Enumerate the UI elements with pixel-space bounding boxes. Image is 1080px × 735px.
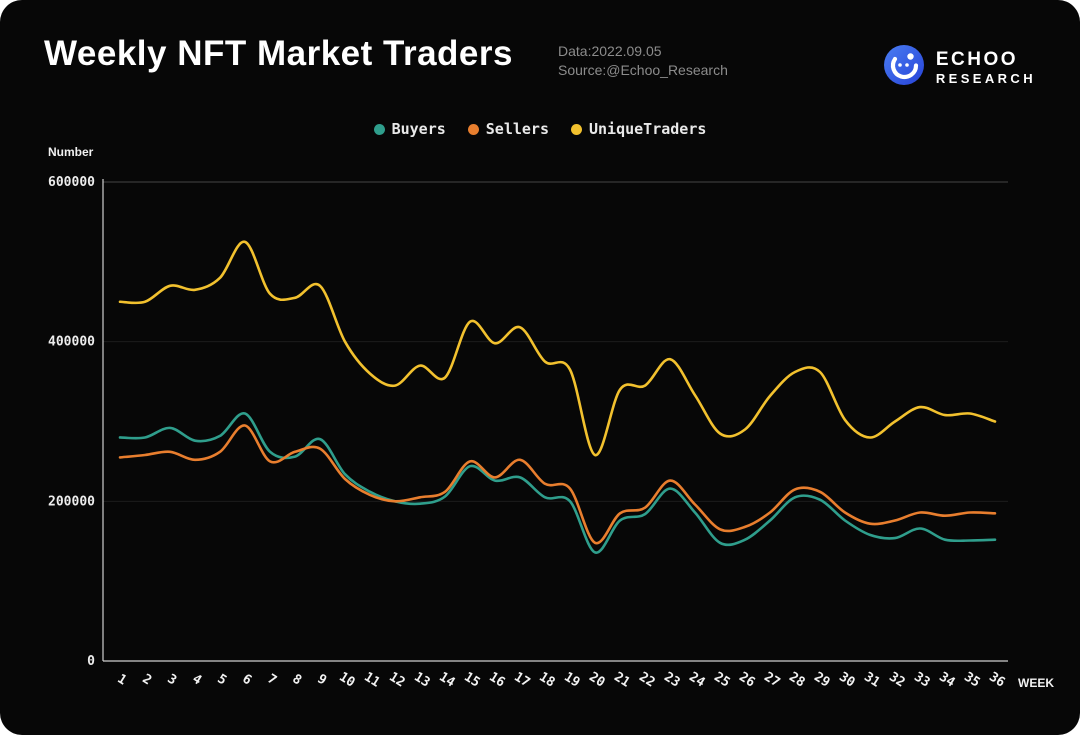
y-tick-label: 400000 — [48, 335, 95, 350]
x-tick-label: 8 — [290, 672, 305, 689]
x-tick-label: 27 — [761, 670, 782, 691]
x-tick-label: 3 — [165, 672, 180, 689]
y-tick-label: 200000 — [48, 494, 95, 509]
data-date: Data:2022.09.05 — [558, 43, 662, 59]
x-tick-label: 23 — [661, 670, 682, 691]
legend-dot — [571, 123, 582, 135]
x-tick-label: 32 — [886, 670, 907, 691]
x-tick-label: 34 — [936, 670, 957, 691]
x-tick-label: 31 — [861, 670, 882, 691]
x-tick-label: 10 — [336, 670, 357, 691]
brand-subname: RESEARCH — [935, 70, 1036, 86]
chart-legend: Buyers Sellers UniqueTraders — [0, 120, 1080, 138]
chart-meta: Data:2022.09.05 Source:@Echoo_Research — [558, 42, 728, 80]
x-tick-label: 25 — [711, 670, 732, 691]
y-tick-label: 600000 — [48, 175, 95, 190]
legend-dot — [467, 123, 479, 135]
legend-item-buyers[interactable]: Buyers — [373, 120, 446, 138]
data-source: Source:@Echoo_Research — [558, 62, 728, 78]
x-tick-label: 26 — [736, 670, 757, 691]
x-tick-label: 9 — [315, 672, 330, 689]
x-tick-label: 36 — [986, 670, 1007, 691]
x-tick-label: 19 — [561, 670, 582, 691]
page-title: Weekly NFT Market Traders — [44, 34, 513, 73]
x-tick-label: 28 — [786, 670, 807, 691]
x-tick-label: 13 — [411, 670, 432, 691]
x-tick-label: 14 — [436, 670, 457, 691]
x-tick-label: 22 — [636, 670, 657, 691]
series-line-buyers — [118, 412, 997, 554]
x-tick-label: 17 — [511, 670, 532, 691]
x-tick-label: 21 — [611, 670, 632, 691]
x-tick-label: 24 — [686, 670, 707, 691]
legend-dot — [373, 123, 385, 135]
x-tick-label: 20 — [586, 670, 607, 691]
x-tick-label: 7 — [265, 672, 280, 689]
x-tick-label: 1 — [115, 672, 130, 689]
x-tick-label: 18 — [536, 670, 557, 691]
x-tick-label: 16 — [486, 670, 507, 691]
brand-logo: ECHOO RESEARCH — [883, 44, 1036, 91]
x-tick-label: 33 — [911, 670, 932, 691]
legend-item-uniquetraders[interactable]: UniqueTraders — [571, 120, 706, 138]
legend-item-sellers[interactable]: Sellers — [467, 120, 549, 138]
brand-text: ECHOO RESEARCH — [936, 49, 1036, 87]
x-tick-label: 2 — [140, 672, 155, 689]
brand-name: ECHOO — [935, 48, 1019, 70]
x-tick-label: 4 — [190, 672, 205, 689]
x-tick-label: 12 — [386, 670, 407, 691]
legend-label: Buyers — [391, 120, 446, 138]
series-line-sellers — [118, 424, 997, 545]
legend-label: Sellers — [485, 120, 549, 138]
x-axis-title: WEEK — [1018, 676, 1054, 690]
x-tick-label: 29 — [811, 670, 832, 691]
x-tick-label: 30 — [836, 670, 857, 691]
x-tick-label: 6 — [240, 672, 255, 689]
x-tick-label: 15 — [461, 670, 482, 691]
legend-label: UniqueTraders — [589, 120, 707, 138]
x-tick-label: 35 — [961, 670, 982, 691]
y-tick-label: 0 — [87, 654, 95, 669]
x-tick-label: 11 — [361, 670, 382, 691]
x-tick-label: 5 — [215, 672, 230, 689]
series-line-uniquetraders — [118, 240, 997, 457]
y-axis-title: Number — [48, 145, 94, 159]
echoo-logo-icon — [883, 44, 925, 91]
